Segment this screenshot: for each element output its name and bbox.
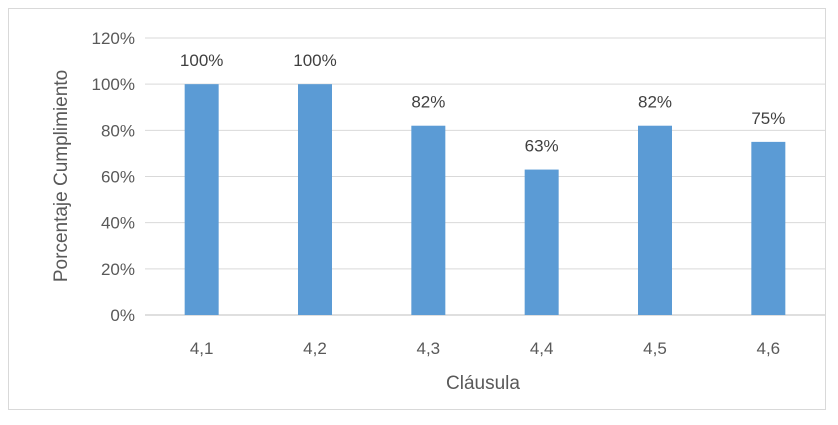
bar — [638, 125, 672, 315]
y-axis-tick-labels: 0% 20% 40% 60% 80% 100% 120% — [92, 29, 135, 325]
data-label: 82% — [411, 93, 445, 112]
data-label: 82% — [638, 93, 672, 112]
bar — [751, 141, 786, 315]
x-tick-label: 4,3 — [417, 339, 441, 358]
y-tick-label: 100% — [92, 75, 135, 94]
x-tick-label: 4,4 — [530, 339, 554, 358]
data-label: 63% — [525, 137, 559, 156]
gridlines — [145, 37, 825, 316]
x-axis-tick-labels: 4,1 4,2 4,3 4,4 4,5 4,6 — [190, 339, 780, 358]
y-tick-label: 20% — [101, 260, 135, 279]
bar — [184, 84, 219, 316]
data-labels: 100% 100% 82% 63% 82% 75% — [180, 51, 785, 155]
y-tick-label: 60% — [101, 168, 135, 187]
x-tick-label: 4,1 — [190, 339, 214, 358]
bar-series — [184, 84, 786, 316]
x-axis-title: Cláusula — [446, 373, 520, 394]
y-tick-label: 80% — [101, 121, 135, 140]
data-label: 100% — [180, 51, 223, 70]
bar — [298, 84, 332, 316]
data-label: 75% — [751, 109, 785, 128]
bar — [411, 125, 446, 315]
data-label: 100% — [293, 51, 336, 70]
y-tick-label: 120% — [92, 29, 135, 48]
y-axis-title: Porcentaje Cumplimiento — [51, 70, 72, 282]
y-tick-label: 0% — [110, 306, 135, 325]
x-tick-label: 4,5 — [643, 339, 667, 358]
y-tick-label: 40% — [101, 214, 135, 233]
x-tick-label: 4,2 — [303, 339, 327, 358]
bar — [524, 169, 559, 315]
x-tick-label: 4,6 — [757, 339, 781, 358]
